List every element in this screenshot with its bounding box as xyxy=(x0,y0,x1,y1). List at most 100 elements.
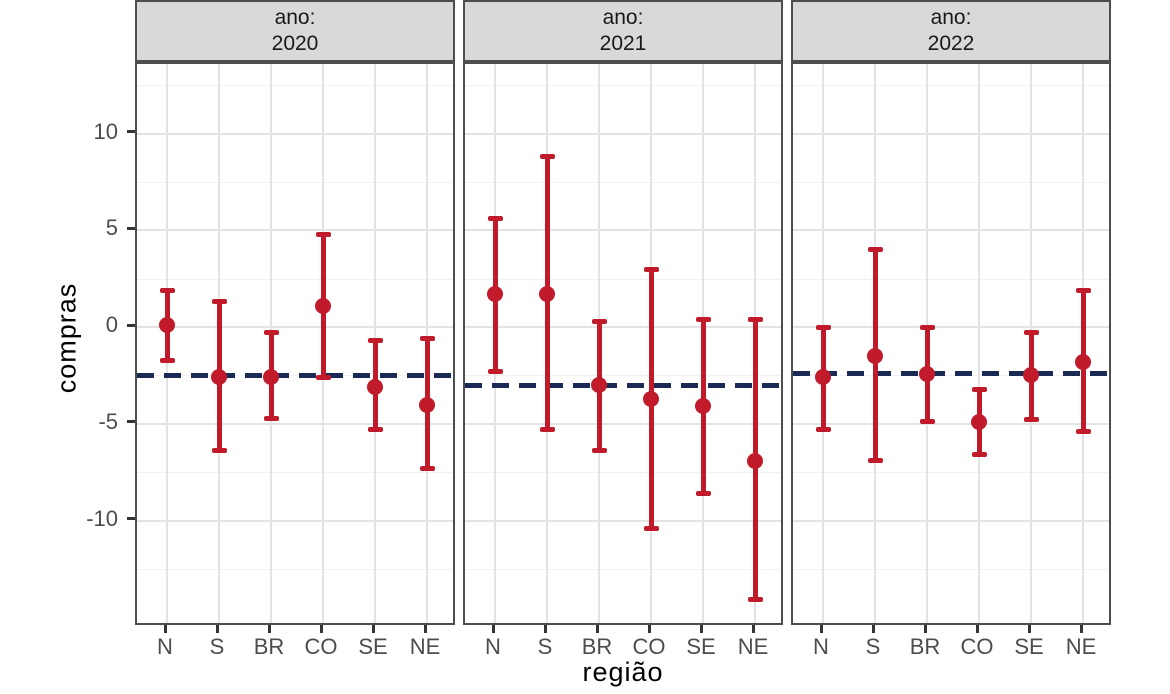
x-tick-label-CO: CO xyxy=(632,634,666,659)
gridline-minor xyxy=(465,278,781,280)
facet-strip-2022: ano: 2022 xyxy=(791,0,1111,62)
gridline-major xyxy=(137,132,453,135)
gridline-major xyxy=(465,229,781,232)
x-tick-label-S: S xyxy=(865,634,881,659)
point-estimate-SE xyxy=(695,398,711,415)
gridline-major xyxy=(137,229,453,232)
x-tick-label-NE: NE xyxy=(737,634,769,659)
errorbar-cap-lower-CO xyxy=(643,525,659,531)
x-tick-label-CO: CO xyxy=(960,634,994,659)
errorbar-cap-lower-NE xyxy=(419,465,435,471)
gridline-minor xyxy=(465,568,781,570)
gridline-major xyxy=(465,326,781,329)
errorbar-cap-upper-S xyxy=(211,299,227,305)
errorbar-cap-upper-BR xyxy=(591,318,607,324)
x-tick-mark xyxy=(319,625,323,633)
errorbar-cap-upper-BR xyxy=(263,330,279,336)
x-tick-mark xyxy=(751,625,755,633)
gridline-minor xyxy=(137,278,453,280)
errorbar-cap-lower-CO xyxy=(315,374,331,380)
errorbar-cap-lower-S xyxy=(211,448,227,454)
x-tick-mark xyxy=(975,625,979,633)
gridline-minor xyxy=(793,182,1109,184)
x-tick-label-BR: BR xyxy=(581,634,613,659)
gridline-major xyxy=(793,326,1109,329)
x-tick-label-NE: NE xyxy=(409,634,441,659)
gridline-major xyxy=(793,519,1109,522)
errorbar-cap-lower-BR xyxy=(263,415,279,421)
errorbar-cap-upper-CO xyxy=(643,266,659,272)
reference-dashed-line xyxy=(137,372,453,378)
point-estimate-SE xyxy=(1023,367,1039,384)
x-tick-mark xyxy=(215,625,219,633)
y-tick-mark xyxy=(127,420,135,424)
x-tick-label-N: N xyxy=(813,634,829,659)
errorbar-cap-upper-NE xyxy=(747,316,763,322)
point-estimate-BR xyxy=(919,365,935,382)
gridline-major xyxy=(137,326,453,329)
x-axis-title: região xyxy=(582,657,664,687)
gridline-major xyxy=(793,132,1109,135)
errorbar-cap-lower-SE xyxy=(1023,417,1039,423)
gridline-major xyxy=(137,422,453,425)
errorbar-cap-lower-S xyxy=(867,458,883,464)
errorbar-cap-upper-NE xyxy=(419,336,435,342)
point-estimate-N xyxy=(159,317,175,334)
gridline-category xyxy=(978,64,980,623)
facet-strip-2020: ano: 2020 xyxy=(135,0,455,62)
facet-strip-label-line2: 2020 xyxy=(271,32,319,55)
point-estimate-SE xyxy=(367,379,383,396)
gridline-major xyxy=(137,519,453,522)
facet-strip-2021: ano: 2021 xyxy=(463,0,783,62)
facet-strip-label-line1: ano: xyxy=(602,6,644,29)
errorbar-cap-upper-S xyxy=(539,154,555,160)
x-tick-label-NE: NE xyxy=(1065,634,1097,659)
facet-strip-label-line2: 2022 xyxy=(927,32,975,55)
x-tick-mark xyxy=(423,625,427,633)
x-tick-mark xyxy=(871,625,875,633)
errorbar-cap-upper-BR xyxy=(919,324,935,330)
x-tick-mark xyxy=(923,625,927,633)
facet-panel-2020 xyxy=(135,62,455,625)
errorbar-cap-lower-CO xyxy=(971,452,987,458)
x-tick-label-CO: CO xyxy=(304,634,338,659)
point-estimate-S xyxy=(867,348,883,365)
y-tick-label: -10 xyxy=(86,505,118,531)
x-tick-label-N: N xyxy=(157,634,173,659)
gridline-minor xyxy=(137,85,453,87)
y-tick-mark xyxy=(127,517,135,521)
gridline-minor xyxy=(793,85,1109,87)
gridline-major xyxy=(793,229,1109,232)
x-tick-mark xyxy=(163,625,167,633)
facet-panel-2022 xyxy=(791,62,1111,625)
point-estimate-CO xyxy=(971,413,987,430)
x-tick-label-S: S xyxy=(537,634,553,659)
y-tick-mark xyxy=(127,323,135,327)
errorbar-cap-upper-N xyxy=(815,324,831,330)
gridline-major xyxy=(465,422,781,425)
point-estimate-S xyxy=(211,369,227,386)
point-estimate-NE xyxy=(747,452,763,469)
errorbar-cap-lower-SE xyxy=(695,491,711,496)
gridline-minor xyxy=(793,472,1109,474)
gridline-major xyxy=(465,132,781,135)
point-estimate-BR xyxy=(263,369,279,386)
errorbar-cap-lower-NE xyxy=(747,597,763,603)
facet-panel-2021 xyxy=(463,62,783,625)
point-estimate-BR xyxy=(591,377,607,394)
errorbar-cap-upper-S xyxy=(867,247,883,253)
x-tick-mark xyxy=(647,625,651,633)
reference-dashed-line xyxy=(793,371,1109,377)
facet-strip-label-line1: ano: xyxy=(930,6,972,29)
gridline-minor xyxy=(465,472,781,474)
point-estimate-N xyxy=(487,286,503,303)
gridline-minor xyxy=(793,568,1109,570)
errorbar-cap-upper-SE xyxy=(1023,330,1039,336)
facet-strip-label-line1: ano: xyxy=(274,6,316,29)
gridline-major xyxy=(465,519,781,522)
y-tick-mark xyxy=(127,226,135,230)
point-estimate-CO xyxy=(315,297,331,314)
gridline-minor xyxy=(465,182,781,184)
point-estimate-CO xyxy=(643,390,659,407)
point-estimate-S xyxy=(539,286,555,303)
